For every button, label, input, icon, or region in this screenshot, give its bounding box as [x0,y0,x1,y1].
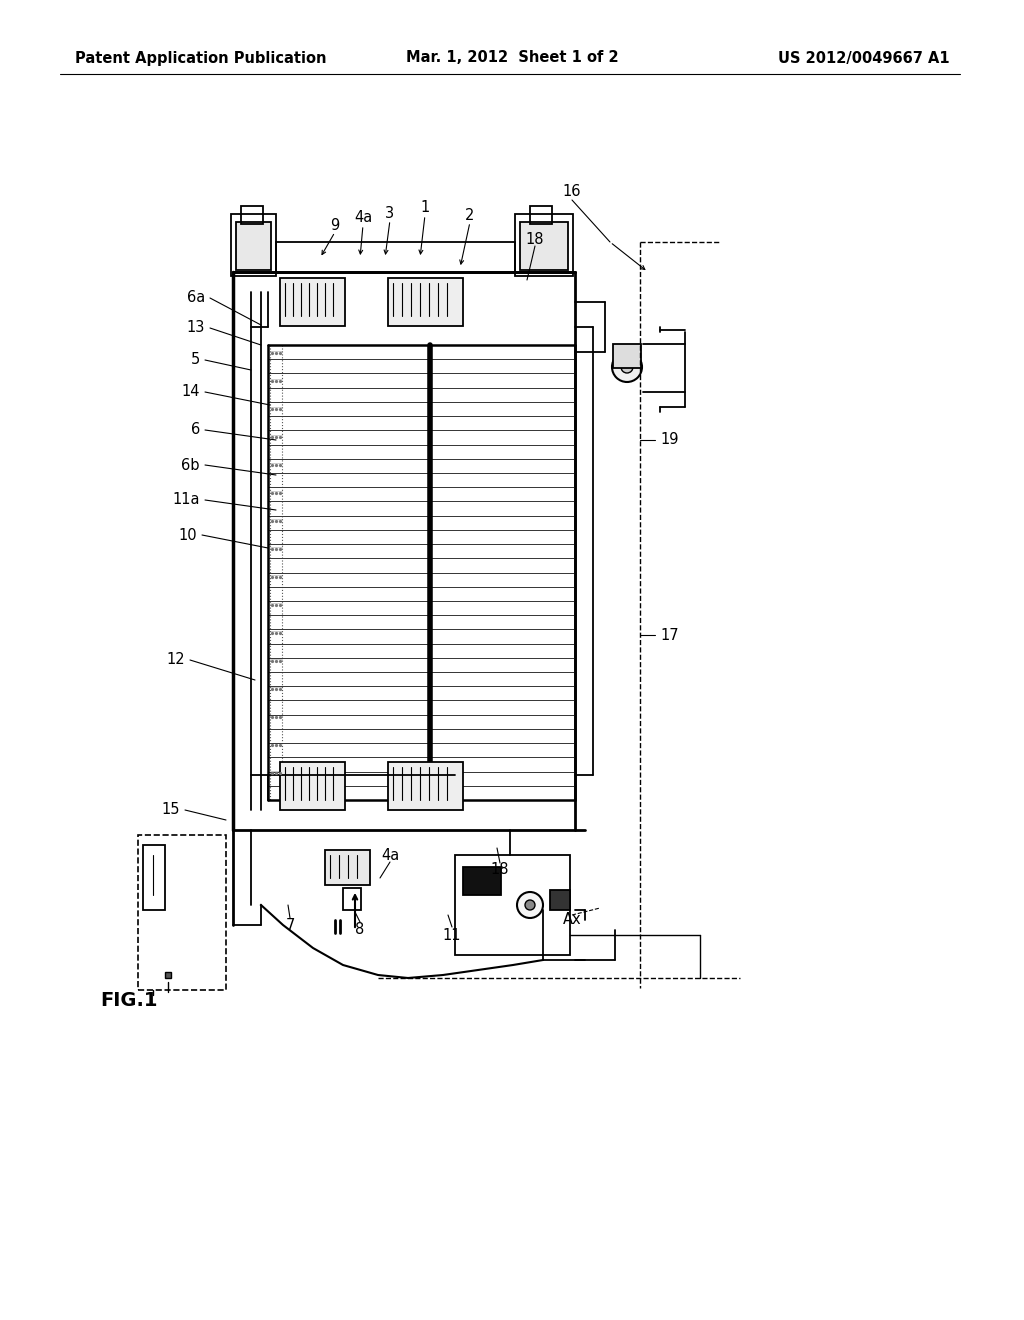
Circle shape [525,900,535,909]
Text: 3: 3 [385,206,394,220]
Text: 18: 18 [490,862,509,878]
Text: 10: 10 [178,528,197,543]
Text: Ax: Ax [562,912,582,928]
Bar [236,222,271,271]
Text: FIG.1: FIG.1 [100,990,158,1010]
Bar [143,845,165,909]
Bar [530,206,552,224]
Bar [138,836,226,990]
Bar [455,855,570,954]
Text: 11a: 11a [172,492,200,507]
Bar [388,762,463,810]
Circle shape [517,892,543,917]
Bar [343,888,361,909]
Bar [231,214,276,276]
Text: 6b: 6b [181,458,200,473]
Text: 13: 13 [186,321,205,335]
Text: 16: 16 [563,185,582,199]
Text: Mar. 1, 2012  Sheet 1 of 2: Mar. 1, 2012 Sheet 1 of 2 [406,50,618,66]
Circle shape [612,352,642,381]
Bar [550,890,570,909]
Bar [280,762,345,810]
Text: 1: 1 [421,201,430,215]
Bar [388,279,463,326]
Text: 7: 7 [286,917,295,932]
Bar [520,222,568,271]
Bar [280,279,345,326]
Circle shape [621,360,633,374]
Text: 6a: 6a [186,290,205,305]
Text: 9: 9 [331,218,340,232]
Text: Patent Application Publication: Patent Application Publication [75,50,327,66]
Bar [515,214,573,276]
Text: 11: 11 [442,928,461,942]
Text: 4a: 4a [381,847,399,862]
Bar [241,206,263,224]
Bar [613,345,641,368]
Text: 17: 17 [660,627,679,643]
Text: 6: 6 [190,422,200,437]
Text: 14: 14 [181,384,200,400]
Text: 5: 5 [190,352,200,367]
Bar [325,850,370,884]
Text: US 2012/0049667 A1: US 2012/0049667 A1 [778,50,950,66]
Text: 18: 18 [525,232,544,248]
Text: 12: 12 [166,652,185,668]
Text: 4a: 4a [354,210,372,226]
Text: 19: 19 [660,433,679,447]
Text: 15: 15 [162,803,180,817]
Bar [463,867,501,895]
Text: 8: 8 [355,923,365,937]
Text: 2: 2 [465,207,475,223]
